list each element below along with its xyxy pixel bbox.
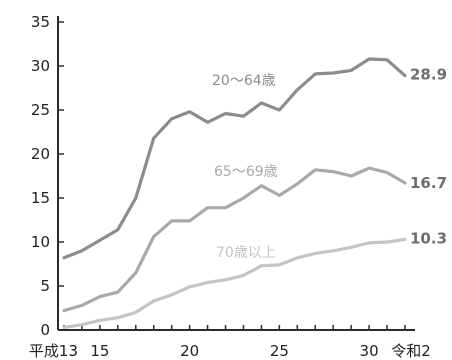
y-tick-label: 35 (31, 13, 50, 31)
axes: 0 5 10 15 20 25 30 35 平成13 15 20 25 30 令和2 (29, 13, 431, 360)
x-tick-label: 25 (270, 342, 289, 360)
y-tick-label: 30 (31, 57, 50, 75)
y-tick-label: 5 (40, 277, 50, 295)
series-lines (62, 57, 407, 329)
x-tick-label: 令和2 (391, 342, 431, 360)
y-tick-label: 15 (31, 189, 50, 207)
series-end-value-label: 16.7 (410, 174, 447, 192)
y-tick-label: 25 (31, 101, 50, 119)
series-name-label: 65～69歳 (214, 164, 278, 180)
y-tick-label: 20 (31, 145, 50, 163)
y-tick-label: 10 (31, 233, 50, 251)
y-tick-label: 0 (40, 321, 50, 339)
series-name-label: 20～64歳 (212, 73, 276, 89)
x-tick-label: 20 (180, 342, 199, 360)
x-tick-label: 15 (90, 342, 109, 360)
x-tick-label: 平成13 (29, 342, 78, 360)
series-line-2 (62, 237, 407, 329)
x-tick-label: 30 (360, 342, 379, 360)
series-line-0 (62, 57, 407, 260)
series-labels: 20～64歳 28.9 65～69歳 16.7 70歳以上 10.3 (212, 66, 447, 261)
series-line-1 (62, 166, 407, 313)
series-end-value-label: 10.3 (410, 229, 447, 247)
series-end-value-label: 28.9 (410, 66, 447, 84)
series-name-label: 70歳以上 (216, 245, 276, 261)
